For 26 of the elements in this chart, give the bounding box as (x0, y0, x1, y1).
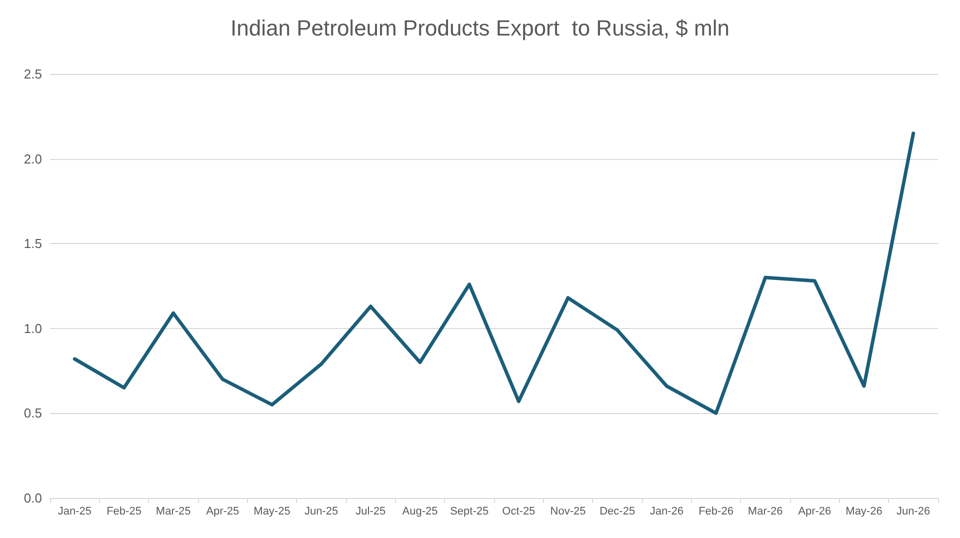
x-tick-label: Feb-26 (698, 506, 734, 518)
x-tick-label: Apr-25 (206, 506, 240, 518)
y-tick-label: 1.0 (24, 320, 42, 336)
x-tick-label: Mar-26 (748, 506, 783, 518)
y-tick-label: 0.5 (24, 406, 42, 421)
chart-title: Indian Petroleum Products Export to Russia, $ mln (230, 16, 730, 40)
x-tick-label: Sept-25 (450, 506, 489, 518)
x-tick-label: May-25 (254, 506, 290, 518)
x-tick-label: Nov-25 (550, 506, 586, 518)
x-tick-label: Feb-25 (106, 506, 142, 518)
x-tick-label: Aug-25 (402, 506, 438, 518)
y-tick-label: 2.0 (24, 151, 42, 166)
line-series (72, 132, 916, 415)
x-tick-label: Apr-26 (798, 506, 832, 518)
y-tick-label: 0.0 (24, 490, 42, 506)
x-tick-label: Jul-25 (356, 506, 386, 518)
x-tick-label: Dec-25 (600, 506, 636, 518)
x-tick-label: Oct-25 (502, 506, 536, 518)
x-tick-label: May-26 (846, 506, 882, 518)
x-tick-label: Mar-25 (156, 506, 191, 518)
x-tick-label: Jan-26 (650, 506, 684, 518)
x-tick-label: Jun-26 (896, 506, 930, 518)
x-tick-label: Jun-25 (304, 506, 338, 518)
x-tick-label: Jan-25 (58, 506, 92, 518)
y-tick-label: 1.5 (24, 236, 42, 252)
y-tick-label: 2.5 (24, 66, 42, 82)
